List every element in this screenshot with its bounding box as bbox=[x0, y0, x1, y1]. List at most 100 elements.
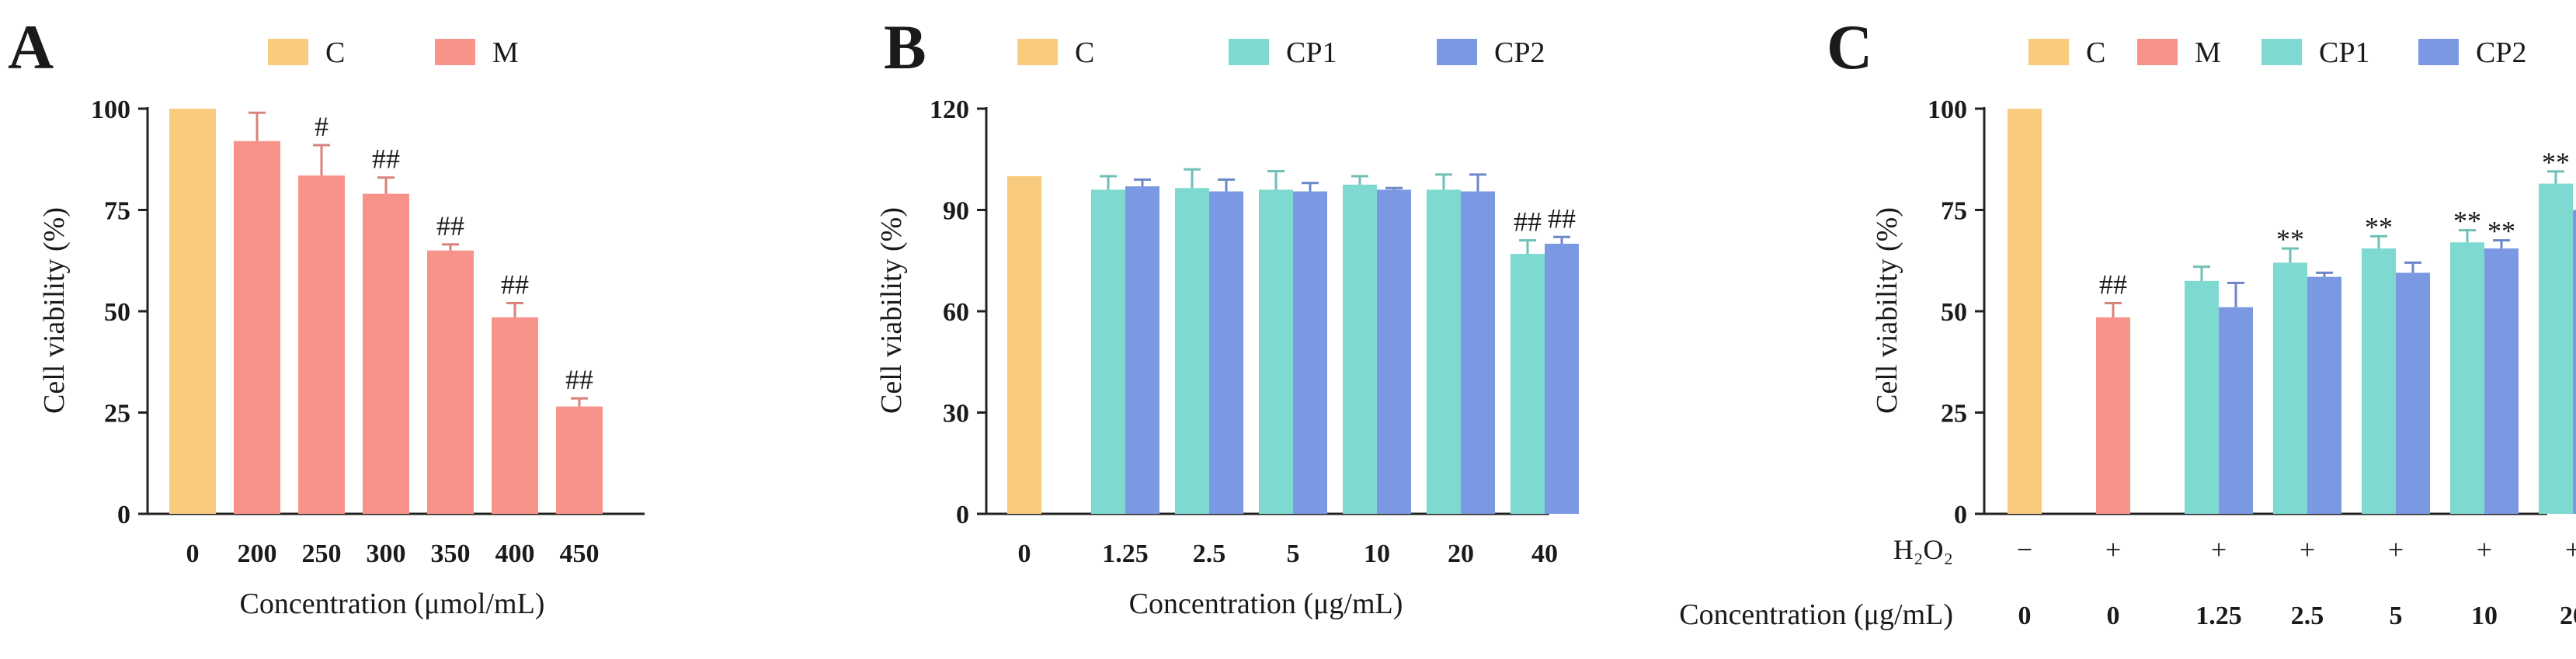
bar-cp2 bbox=[1461, 191, 1495, 514]
significance-mark: ** bbox=[2542, 147, 2570, 178]
h2o2-sign: + bbox=[2565, 534, 2576, 565]
y-tick-label: 50 bbox=[1941, 298, 1967, 327]
legend-label-cp1: CP1 bbox=[2319, 36, 2369, 69]
bar-cp1 bbox=[1259, 189, 1293, 514]
bar-cp2 bbox=[1377, 189, 1411, 514]
bar-cp2 bbox=[2573, 210, 2576, 514]
bar-cp1 bbox=[2450, 242, 2484, 514]
significance-mark: # bbox=[315, 111, 329, 142]
bar-m bbox=[363, 193, 409, 514]
legend-label-cp2: CP2 bbox=[2476, 36, 2526, 69]
x-tick-label: 250 bbox=[302, 539, 342, 568]
x-tick-label: 2.5 bbox=[2291, 602, 2324, 630]
y-tick-label: 100 bbox=[91, 95, 130, 124]
y-tick-label: 75 bbox=[104, 197, 130, 226]
x-tick-label: 5 bbox=[2390, 602, 2403, 630]
x-tick-label: 400 bbox=[495, 539, 535, 568]
significance-mark: ## bbox=[501, 269, 529, 300]
legend-swatch-c bbox=[1017, 39, 1058, 65]
significance-mark: ## bbox=[372, 144, 400, 175]
y-tick-label: 50 bbox=[104, 298, 130, 327]
legend-label-m: M bbox=[492, 36, 519, 69]
bar-cp2 bbox=[2484, 248, 2519, 514]
y-tick-label: 60 bbox=[943, 298, 969, 327]
significance-mark: ## bbox=[1548, 203, 1576, 234]
legend-label-cp2: CP2 bbox=[1494, 36, 1545, 69]
bar-m bbox=[2096, 317, 2130, 514]
x-tick-label: 10 bbox=[1364, 539, 1390, 568]
significance-mark: ** bbox=[2365, 211, 2393, 242]
bar-cp1 bbox=[2185, 280, 2219, 514]
legend-swatch-cp1 bbox=[2261, 39, 2302, 65]
y-tick-label: 25 bbox=[1941, 400, 1967, 428]
panel-b-legend: C CP1 CP2 bbox=[1017, 36, 1545, 69]
x-tick-label: 20 bbox=[2560, 602, 2576, 630]
x-tick-label: 0 bbox=[186, 539, 200, 568]
h2o2-sign: + bbox=[2300, 534, 2315, 565]
significance-mark: ## bbox=[565, 364, 593, 395]
legend-swatch-m bbox=[435, 39, 475, 65]
panel-c-legend: C M CP1 CP2 bbox=[2028, 36, 2526, 69]
bar-cp2 bbox=[1125, 186, 1159, 515]
bar-cp2 bbox=[2219, 307, 2253, 514]
panel-a-axes: 0 25 50 75 100 0 200 250 300 350 400 450 bbox=[91, 95, 645, 568]
legend-label-c: C bbox=[2086, 36, 2105, 69]
x-tick-label: 1.25 bbox=[1102, 539, 1149, 568]
significance-mark: ** bbox=[2453, 206, 2481, 237]
h2o2-sign: + bbox=[2388, 534, 2404, 565]
y-tick-label: 90 bbox=[943, 197, 969, 226]
x-tick-label: 20 bbox=[1448, 539, 1474, 568]
panel-c-ylabel: Cell viability (%) bbox=[1871, 207, 1903, 414]
bar-c bbox=[1007, 176, 1041, 514]
bar-cp2 bbox=[1209, 191, 1243, 514]
legend-swatch-cp2 bbox=[1437, 39, 1477, 65]
y-tick-label: 30 bbox=[943, 400, 969, 428]
h2o2-sign: + bbox=[2477, 534, 2492, 565]
bar-m bbox=[298, 175, 345, 514]
h2o2-row-label: H₂O₂ bbox=[1893, 534, 1953, 565]
bar-cp1 bbox=[2273, 262, 2307, 514]
bar-m bbox=[234, 140, 280, 514]
panel-a-bars: ######### bbox=[169, 109, 603, 514]
legend-swatch-m bbox=[2137, 39, 2178, 65]
panel-c-bars: ##************ bbox=[2008, 109, 2576, 514]
bar-cp2 bbox=[2396, 272, 2430, 514]
bar-cp2 bbox=[2307, 276, 2341, 514]
h2o2-sign: + bbox=[2211, 534, 2227, 565]
concentration-row-label: Concentration (μg/mL) bbox=[1679, 598, 1953, 631]
bar-cp2 bbox=[1545, 244, 1579, 514]
y-tick-label: 0 bbox=[117, 501, 130, 529]
x-tick-label: 300 bbox=[367, 539, 406, 568]
legend-label-cp1: CP1 bbox=[1286, 36, 1337, 69]
legend-label-c: C bbox=[325, 36, 345, 69]
significance-mark: ## bbox=[2099, 269, 2127, 300]
panel-a-xlabel: Concentration (μmol/mL) bbox=[240, 588, 545, 620]
bar-cp1 bbox=[1343, 184, 1377, 514]
panel-b: B C CP1 CP2 0 30 60 90 120 0 1.25 2.5 5 10 20 40 ## ##… bbox=[875, 12, 1579, 620]
panel-c-row-labels: − 0 +0 +1.25 +2.5 +5 +10 +20 H₂O₂ Concentration (… bbox=[1679, 534, 2576, 631]
x-tick-label: 450 bbox=[560, 539, 600, 568]
legend-label-c: C bbox=[1075, 36, 1094, 69]
y-tick-label: 100 bbox=[1928, 95, 1967, 124]
panel-a-letter: A bbox=[8, 12, 54, 82]
bar-cp1 bbox=[2362, 248, 2396, 514]
y-tick-label: 0 bbox=[956, 501, 969, 529]
x-tick-label: 350 bbox=[431, 539, 471, 568]
y-tick-label: 25 bbox=[104, 400, 130, 428]
x-tick-label: 5 bbox=[1287, 539, 1300, 568]
x-tick-label: 0 bbox=[1018, 539, 1031, 568]
y-tick-label: 120 bbox=[930, 95, 969, 124]
significance-mark: ## bbox=[436, 210, 464, 241]
panel-b-ylabel: Cell viability (%) bbox=[875, 207, 908, 414]
panel-b-letter: B bbox=[884, 12, 926, 82]
x-tick-label: 0 bbox=[2018, 602, 2032, 630]
bar-cp1 bbox=[2539, 183, 2573, 514]
h2o2-sign: + bbox=[2105, 534, 2121, 565]
legend-swatch-c bbox=[2028, 39, 2069, 65]
bar-cp1 bbox=[1510, 254, 1545, 514]
bar-cp1 bbox=[1091, 189, 1125, 514]
panel-b-bars: ## ## bbox=[1007, 168, 1579, 515]
